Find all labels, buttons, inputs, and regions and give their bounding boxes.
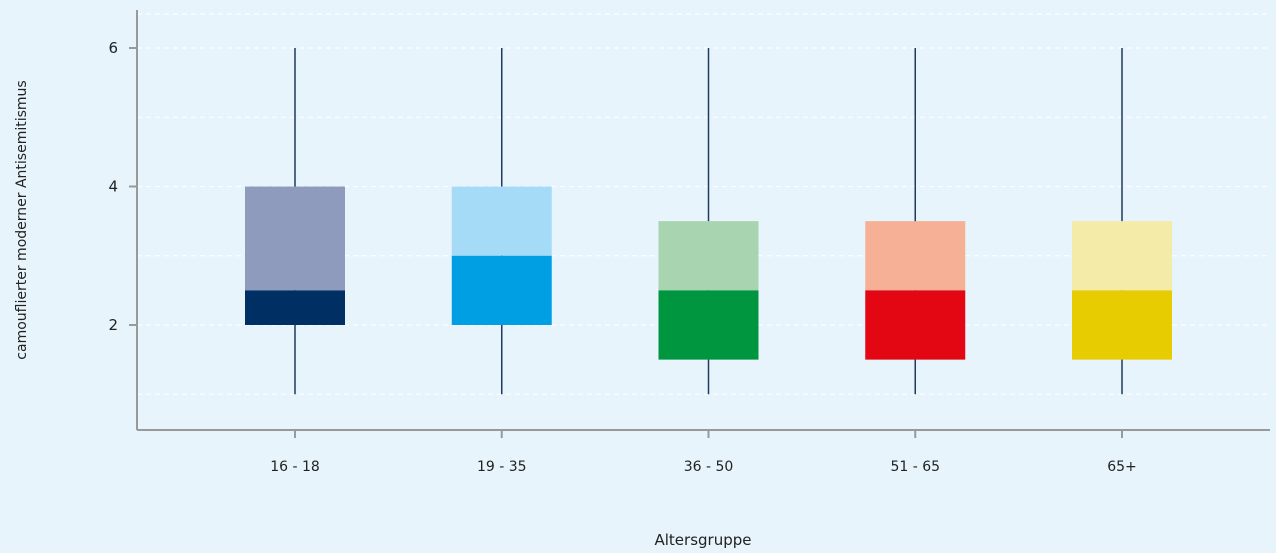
box-upper [245,186,345,291]
box-upper [1072,221,1172,291]
box-layer [245,186,1172,360]
box-lower [1072,290,1172,360]
y-tick-label: 2 [108,316,118,334]
box-lower [451,255,552,325]
y-axis-label: camouflierter moderner Antisemitismus [14,80,30,359]
x-tick-label: 65+ [1107,459,1137,475]
x-tick-labels: 16 - 18 19 - 35 36 - 50 51 - 65 65+ [270,430,1137,475]
box-upper [658,221,759,291]
x-axis-label: Altersgruppe [655,531,752,549]
box-lower [658,290,759,360]
box-lower [245,290,345,325]
x-tick-label: 36 - 50 [684,459,734,475]
x-tick-label: 16 - 18 [270,459,320,475]
box-upper [451,186,552,256]
x-tick-label: 51 - 65 [890,459,940,475]
axis-layer [136,10,1270,431]
box-lower [865,290,966,360]
x-tick-label: 19 - 35 [477,459,527,475]
box-upper [865,221,966,291]
y-tick-labels: 2 4 6 [108,39,137,334]
y-tick-label: 4 [108,178,118,196]
y-tick-label: 6 [108,39,118,57]
